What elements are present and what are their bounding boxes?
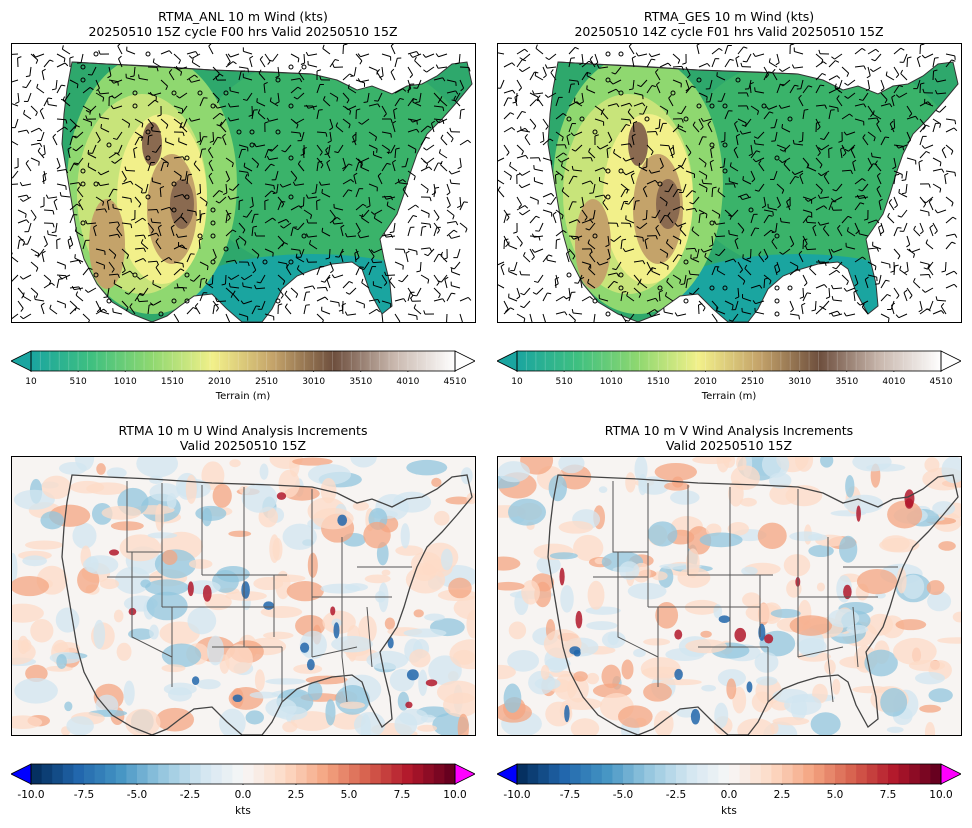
- increment-tick-label: 5.0: [340, 789, 358, 801]
- increment-tick-label: -10.0: [17, 789, 45, 801]
- terrain-tick-label: 3510: [835, 377, 859, 387]
- increment-colorbar-graphic: [496, 763, 962, 785]
- panel-3-title: RTMA 10 m U Wind Analysis Increments Val…: [11, 423, 475, 453]
- terrain-tick-label: 3510: [349, 377, 373, 387]
- terrain-colorbar-graphic: [10, 350, 476, 372]
- increment-tick-label: 7.5: [393, 789, 411, 801]
- panel-2-title-line2: 20250510 14Z cycle F01 hrs Valid 2025051…: [574, 24, 884, 39]
- terrain-tick-label: 4010: [396, 377, 420, 387]
- terrain-tick-label: 3010: [302, 377, 326, 387]
- increment-tick-label: 2.5: [287, 789, 305, 801]
- increment-tick-label: 10.0: [443, 789, 467, 801]
- terrain-tick-label: 4010: [882, 377, 906, 387]
- u-increment-map: [11, 456, 476, 736]
- terrain-tick-label: 510: [555, 377, 573, 387]
- increment-colorbar-label: kts: [235, 805, 251, 817]
- increment-map-graphic: [12, 457, 475, 735]
- terrain-tick-label: 10: [25, 377, 37, 387]
- increment-tick-label: -2.5: [179, 789, 201, 801]
- terrain-tick-label: 10: [511, 377, 523, 387]
- terrain-tick-label: 2010: [693, 377, 717, 387]
- terrain-tick-label: 2010: [207, 377, 231, 387]
- terrain-colorbar-left: 10 510 1010 1510 2010 2510 3010 3510 4010 4510 Te…: [10, 350, 476, 410]
- u-increment-colorbar: -10.0 -7.5 -5.0 -2.5 0.0 2.5 5.0 7.5 10.0 kts: [10, 763, 476, 823]
- panel-3-title-line1: RTMA 10 m U Wind Analysis Increments: [118, 423, 368, 438]
- panel-2-title-line1: RTMA_GES 10 m Wind (kts): [643, 9, 815, 24]
- panel-4-title-line1: RTMA 10 m V Wind Analysis Increments: [604, 423, 854, 438]
- increment-tick-label: 10.0: [929, 789, 953, 801]
- terrain-map-graphic: [12, 44, 473, 322]
- panel-4-title: RTMA 10 m V Wind Analysis Increments Val…: [497, 423, 961, 453]
- terrain-tick-label: 4510: [929, 377, 953, 387]
- increment-tick-label: -10.0: [503, 789, 531, 801]
- terrain-tick-label: 1510: [160, 377, 184, 387]
- increment-tick-label: -5.0: [126, 789, 148, 801]
- terrain-wind-map-anl: [11, 43, 476, 323]
- terrain-colorbar-label: Terrain (m): [701, 391, 757, 402]
- terrain-colorbar-label: Terrain (m): [215, 391, 271, 402]
- terrain-tick-label: 2510: [255, 377, 278, 387]
- panel-2-title: RTMA_GES 10 m Wind (kts) 20250510 14Z cy…: [497, 9, 961, 39]
- terrain-tick-label: 3010: [788, 377, 812, 387]
- terrain-tick-label: 4510: [443, 377, 467, 387]
- panel-4-title-line2: Valid 20250510 15Z: [665, 438, 793, 453]
- panel-1-title: RTMA_ANL 10 m Wind (kts) 20250510 15Z cy…: [11, 9, 475, 39]
- increment-tick-label: -5.0: [612, 789, 634, 801]
- panel-1-title-line1: RTMA_ANL 10 m Wind (kts): [158, 9, 328, 24]
- increment-colorbar-label: kts: [721, 805, 737, 817]
- increment-tick-label: 2.5: [773, 789, 791, 801]
- terrain-colorbar-right: 10 510 1010 1510 2010 2510 3010 3510 4010 4510 Te…: [496, 350, 962, 410]
- increment-map-graphic: [498, 457, 961, 735]
- terrain-tick-label: 1010: [113, 377, 137, 387]
- terrain-wind-map-ges: [497, 43, 962, 323]
- increment-tick-label: 0.0: [234, 789, 252, 801]
- increment-tick-label: -2.5: [665, 789, 687, 801]
- increment-tick-label: -7.5: [559, 789, 581, 801]
- increment-tick-label: 7.5: [879, 789, 897, 801]
- terrain-map-graphic: [498, 44, 959, 322]
- terrain-tick-label: 1510: [646, 377, 670, 387]
- panel-3-title-line2: Valid 20250510 15Z: [179, 438, 307, 453]
- increment-tick-label: 5.0: [826, 789, 844, 801]
- increment-tick-label: -7.5: [73, 789, 95, 801]
- terrain-tick-label: 2510: [741, 377, 764, 387]
- increment-tick-label: 0.0: [720, 789, 738, 801]
- terrain-tick-label: 510: [69, 377, 87, 387]
- terrain-tick-label: 1010: [599, 377, 623, 387]
- panel-1-title-line2: 20250510 15Z cycle F00 hrs Valid 2025051…: [88, 24, 398, 39]
- v-increment-map: [497, 456, 962, 736]
- increment-colorbar-graphic: [10, 763, 476, 785]
- v-increment-colorbar: -10.0 -7.5 -5.0 -2.5 0.0 2.5 5.0 7.5 10.0 kts: [496, 763, 962, 823]
- terrain-colorbar-graphic: [496, 350, 962, 372]
